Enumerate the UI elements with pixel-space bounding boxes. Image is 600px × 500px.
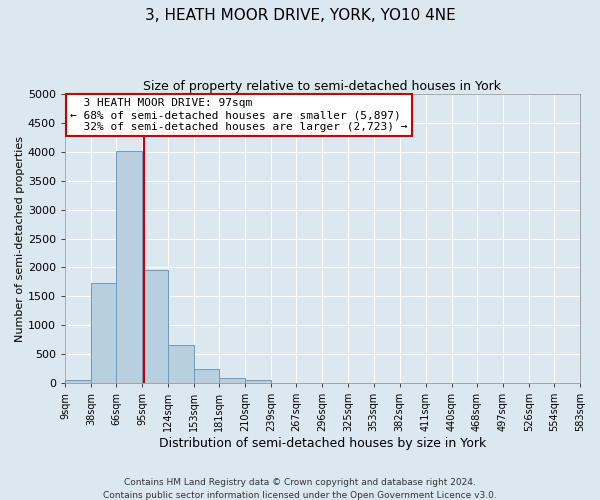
Bar (142, 270, 168, 383)
Bar (245, 380, 271, 383)
Bar (194, 369, 219, 383)
Bar (65, 380, 91, 383)
Bar (219, 378, 245, 383)
Bar (168, 346, 194, 383)
Bar (91, 283, 116, 383)
Bar (116, 151, 142, 383)
Y-axis label: Number of semi-detached properties: Number of semi-detached properties (15, 136, 25, 342)
X-axis label: Distribution of semi-detached houses by size in York: Distribution of semi-detached houses by … (159, 437, 486, 450)
Title: Size of property relative to semi-detached houses in York: Size of property relative to semi-detach… (143, 80, 502, 93)
Text: 3, HEATH MOOR DRIVE, YORK, YO10 4NE: 3, HEATH MOOR DRIVE, YORK, YO10 4NE (145, 8, 455, 22)
Text: 3 HEATH MOOR DRIVE: 97sqm
← 68% of semi-detached houses are smaller (5,897)
  32: 3 HEATH MOOR DRIVE: 97sqm ← 68% of semi-… (70, 98, 407, 132)
Text: Contains HM Land Registry data © Crown copyright and database right 2024.
Contai: Contains HM Land Registry data © Crown c… (103, 478, 497, 500)
